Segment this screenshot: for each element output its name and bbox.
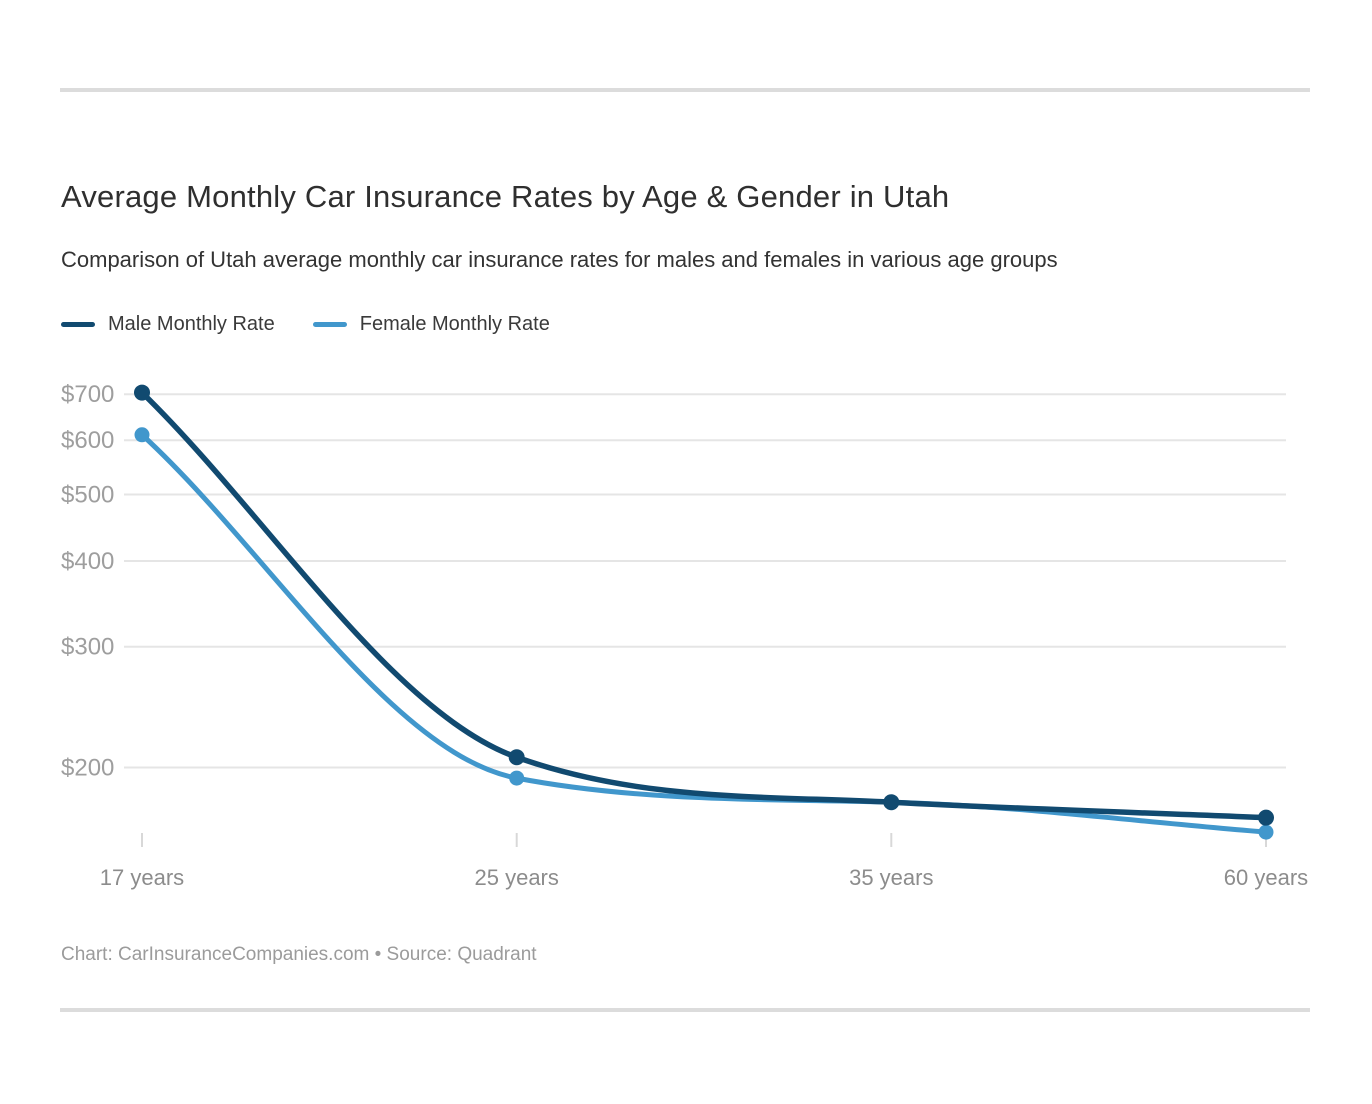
female-data-point — [1258, 824, 1274, 840]
legend-item-male[interactable]: Male Monthly Rate — [61, 313, 275, 336]
attribution-footer: Chart: CarInsuranceCompanies.com • Sourc… — [61, 944, 537, 965]
y-tick-label: $700 — [61, 381, 114, 408]
y-tick-label: $600 — [61, 427, 114, 454]
y-tick-label: $200 — [61, 754, 114, 781]
male-rate-line — [139, 389, 1269, 821]
y-tick-label: $500 — [61, 481, 114, 508]
legend-label-male: Male Monthly Rate — [108, 313, 275, 335]
top-divider — [60, 88, 1310, 92]
chart-title: Average Monthly Car Insurance Rates by A… — [61, 178, 950, 214]
male-data-point — [883, 794, 900, 811]
chart-subtitle: Comparison of Utah average monthly car i… — [61, 247, 1058, 272]
female-data-point — [134, 427, 150, 443]
legend-item-female[interactable]: Female Monthly Rate — [312, 313, 550, 336]
bottom-divider — [60, 1008, 1310, 1012]
legend: Male Monthly Rate Female Monthly Rate — [61, 313, 550, 336]
y-tick-label: $300 — [61, 634, 114, 661]
female-line-swatch — [312, 322, 347, 327]
x-tick-label: 60 years — [1224, 865, 1308, 890]
male-line-swatch — [61, 322, 95, 327]
x-tick-label: 25 years — [475, 865, 559, 890]
chart-area: $700 $600 $500 $400 $300 $200 17 years 25 years… — [0, 370, 1372, 910]
female-data-point — [509, 770, 525, 786]
y-tick-label: $400 — [61, 548, 114, 575]
legend-label-female: Female Monthly Rate — [359, 313, 550, 335]
male-data-point — [508, 749, 525, 766]
line-chart-svg: $700 $600 $500 $400 $300 $200 17 years 25 years… — [61, 381, 1308, 890]
x-tick-label: 35 years — [849, 865, 933, 890]
male-data-point — [134, 384, 150, 401]
x-tick-label: 17 years — [100, 865, 184, 890]
female-rate-line — [139, 432, 1269, 835]
male-data-point — [1258, 809, 1274, 826]
